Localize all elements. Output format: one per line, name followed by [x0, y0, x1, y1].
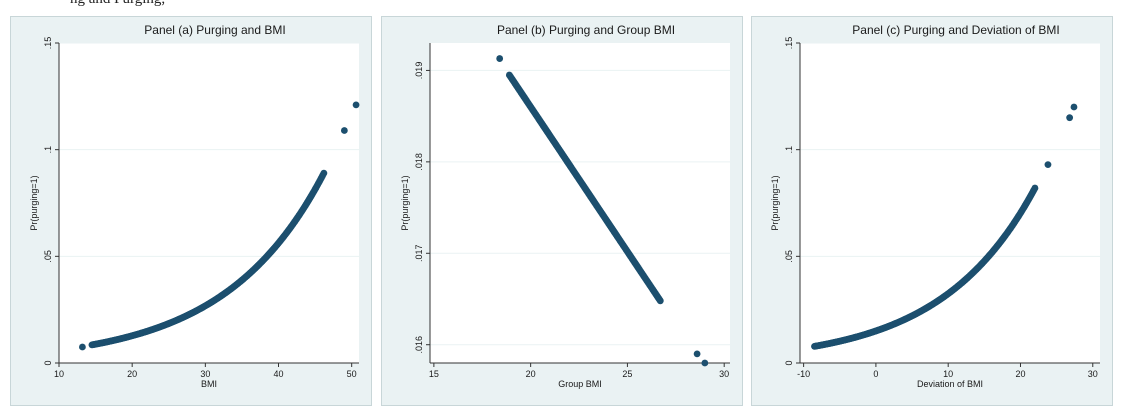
data-point [701, 359, 709, 367]
panel-b-chart: Panel (b) Purging and Group BMI .016 .017.… [400, 23, 730, 389]
y-tick-label: .019 [414, 62, 424, 80]
data-point [79, 343, 86, 351]
y-axis-label: Pr(purging=1) [400, 175, 410, 230]
x-tick-label: 20 [526, 369, 536, 379]
x-axis-label: Group BMI [558, 379, 602, 389]
y-tick-label: .15 [43, 37, 53, 50]
y-tick-label: .1 [784, 146, 794, 154]
y-tick-label: .05 [43, 250, 53, 263]
y-tick-label: .018 [414, 153, 424, 171]
panel-a: Panel (a) Purging and BMI 0 .05 .1 .15 10 20 30… [10, 16, 372, 406]
plot-area [800, 43, 1100, 363]
y-axis-label: Pr(purging=1) [29, 175, 39, 230]
y-tick-label: .15 [784, 37, 794, 50]
x-tick-label: 25 [622, 369, 632, 379]
x-tick-label: 30 [719, 369, 729, 379]
data-point [1066, 114, 1074, 122]
cropped-caption-strip: ng and Purging, [0, 0, 1122, 14]
y-tick-label: .017 [414, 245, 424, 263]
plot-area [430, 43, 730, 363]
data-point [320, 169, 328, 177]
x-tick-label: 20 [1015, 369, 1025, 379]
x-tick-label: 10 [54, 369, 64, 379]
x-tick-label: 0 [873, 369, 878, 379]
y-tick-label: .1 [43, 146, 53, 154]
panel-c: Panel (c) Purging and Deviation of BMI 0.… [751, 16, 1113, 406]
chart-title: Panel (b) Purging and Group BMI [497, 23, 675, 37]
y-tick-label: .05 [784, 250, 794, 263]
panel-c-chart: Panel (c) Purging and Deviation of BMI 0.… [770, 23, 1100, 389]
chart-title: Panel (a) Purging and BMI [144, 23, 285, 37]
y-tick-label: 0 [43, 360, 53, 365]
x-tick-label: -10 [797, 369, 810, 379]
data-point [693, 350, 701, 358]
data-point [352, 101, 360, 109]
y-tick-label: 0 [784, 360, 794, 365]
cropped-caption-text: ng and Purging, [70, 0, 165, 8]
data-point [656, 297, 664, 305]
y-axis-label: Pr(purging=1) [770, 175, 780, 230]
x-tick-label: 15 [429, 369, 439, 379]
panel-b: Panel (b) Purging and Group BMI .016 .017.… [381, 16, 743, 406]
x-tick-label: 20 [127, 369, 137, 379]
x-tick-label: 50 [347, 369, 357, 379]
x-tick-label: 30 [200, 369, 210, 379]
data-point [496, 55, 504, 62]
panel-a-chart: Panel (a) Purging and BMI 0 .05 .1 .15 10 20 30… [29, 23, 360, 389]
x-tick-label: 10 [943, 369, 953, 379]
chart-title: Panel (c) Purging and Deviation of BMI [852, 23, 1059, 37]
data-point [340, 127, 348, 134]
y-tick-label: .016 [414, 336, 424, 354]
data-point [1044, 161, 1052, 169]
x-axis-label: Deviation of BMI [917, 379, 983, 389]
x-axis-label: BMI [201, 379, 217, 389]
x-tick-label: 40 [274, 369, 284, 379]
plot-area [59, 43, 359, 363]
x-tick-label: 30 [1088, 369, 1098, 379]
data-point [1031, 184, 1039, 192]
data-point [1070, 103, 1078, 111]
